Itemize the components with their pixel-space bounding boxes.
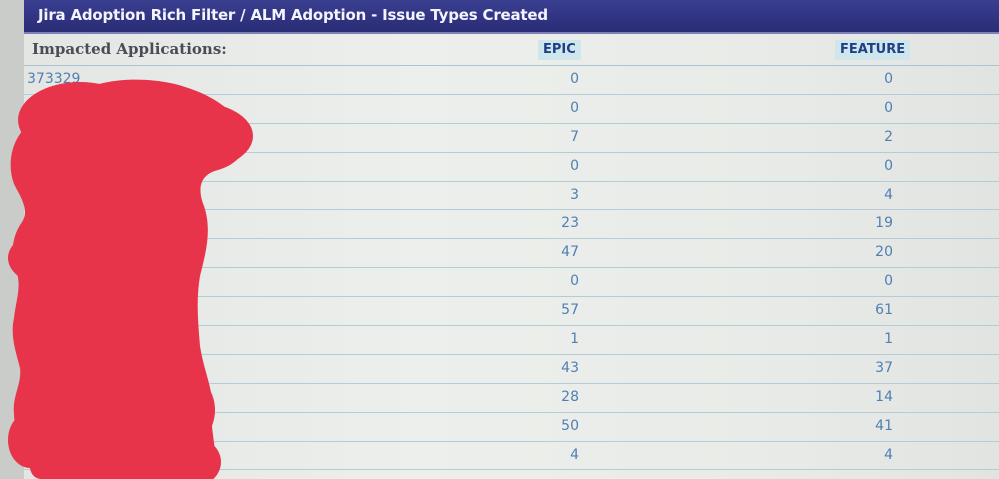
epic-count: 57 (561, 302, 579, 319)
epic-count: 3 (570, 186, 579, 203)
application-link[interactable]: 373329 (27, 71, 81, 87)
table-row: 28 14 (24, 384, 999, 413)
impacted-applications-header: Impacted Applications: (32, 40, 227, 58)
epic-count: 0 (570, 157, 579, 174)
table-row: 1 1 (24, 326, 999, 355)
epic-count: 0 (570, 71, 579, 87)
feature-count: 19 (875, 215, 893, 232)
epic-count: 23 (561, 215, 579, 232)
feature-count: 14 (875, 388, 893, 405)
feature-count: 41 (875, 417, 893, 434)
epic-column-header[interactable]: EPIC (538, 40, 581, 60)
table-row: 7 2 (24, 124, 999, 153)
epic-count: 0 (570, 99, 579, 116)
panel-title: Jira Adoption Rich Filter / ALM Adoption… (38, 6, 548, 24)
table-header-row: Impacted Applications: EPIC FEATURE (24, 36, 999, 66)
epic-count: 7 (570, 128, 579, 145)
epic-count: 28 (561, 388, 579, 405)
epic-count: 1 (570, 331, 579, 348)
feature-count: 0 (884, 273, 893, 290)
feature-count: 61 (875, 302, 893, 319)
table-body: 373329 0 0 0 0 7 2 0 0 3 4 23 19 (24, 66, 999, 471)
epic-count: 50 (561, 417, 579, 434)
table-row: 47 20 (24, 239, 999, 269)
application-link[interactable]: M (27, 446, 40, 463)
feature-count: 2 (884, 128, 893, 145)
table-row: 373329 0 0 (24, 66, 999, 95)
feature-count: 0 (884, 71, 893, 87)
feature-count: 4 (884, 186, 893, 203)
epic-count: 47 (561, 244, 579, 261)
feature-column-header[interactable]: FEATURE (835, 40, 911, 60)
panel-title-bar: Jira Adoption Rich Filter / ALM Adoption… (24, 0, 999, 34)
table-row: 0 0 (24, 268, 999, 298)
feature-count: 4 (884, 446, 893, 463)
epic-count: 43 (561, 359, 579, 376)
table-row: 0 0 (24, 95, 999, 124)
table-row: M 4 4 (24, 442, 999, 471)
feature-count: 20 (875, 244, 893, 261)
table-row: 57 61 (24, 297, 999, 327)
table-row: 3 4 (24, 182, 999, 211)
table-row: 43 37 (24, 355, 999, 384)
table-row: 23 19 (24, 210, 999, 240)
feature-count: 1 (884, 331, 893, 348)
feature-count: 0 (884, 157, 893, 174)
dashboard-panel: Jira Adoption Rich Filter / ALM Adoption… (24, 0, 999, 479)
epic-count: 4 (570, 446, 579, 463)
epic-count: 0 (570, 273, 579, 290)
table-row: 50 41 (24, 413, 999, 442)
feature-count: 37 (875, 359, 893, 376)
feature-count: 0 (884, 99, 893, 116)
table-row: 0 0 (24, 153, 999, 182)
